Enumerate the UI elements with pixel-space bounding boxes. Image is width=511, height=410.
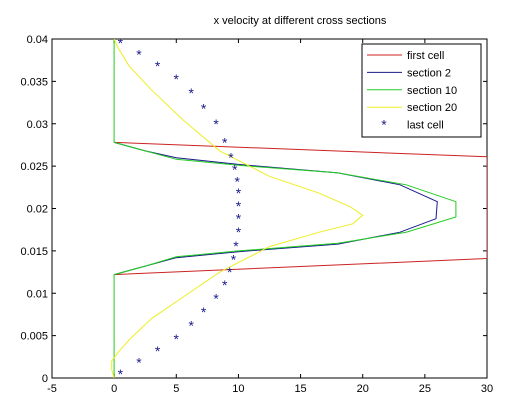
data-point: * — [136, 46, 142, 62]
y-tick-label: 0.01 — [27, 288, 48, 300]
legend-label: first cell — [407, 50, 444, 62]
legend-label: last cell — [407, 120, 444, 132]
x-tick-label: 0 — [111, 383, 117, 395]
y-tick-label: 0.005 — [20, 331, 48, 343]
data-point: * — [236, 224, 242, 240]
data-point: * — [188, 85, 194, 101]
data-point: * — [136, 355, 142, 371]
data-point: * — [174, 331, 180, 347]
data-point: * — [236, 185, 242, 201]
chart-title: x velocity at different cross sections — [214, 15, 387, 27]
x-tick-label: 5 — [173, 383, 179, 395]
x-tick-label: 10 — [232, 383, 244, 395]
data-point: * — [118, 366, 124, 382]
x-tick-label: 30 — [481, 383, 493, 395]
data-point: * — [201, 304, 207, 320]
series-line — [113, 141, 438, 276]
data-point: * — [234, 173, 240, 189]
data-point: * — [213, 116, 219, 132]
data-point: * — [188, 317, 194, 333]
data-point: * — [236, 211, 242, 227]
y-tick-label: 0.04 — [27, 34, 48, 46]
y-tick-label: 0.03 — [27, 119, 48, 131]
data-point: * — [222, 134, 228, 150]
legend-label: section 2 — [407, 67, 451, 79]
series-line — [113, 39, 457, 378]
plot-area: -5 0 5 10 15 20 25 3000.0050.010.0150.020.0250.… — [20, 34, 493, 395]
data-point: * — [213, 290, 219, 306]
series-group: ************************** — [111, 35, 487, 382]
x-tick-label: 25 — [419, 383, 431, 395]
series-line — [111, 39, 364, 378]
legend-marker: * — [381, 117, 387, 133]
data-point: * — [228, 150, 234, 166]
data-point: * — [201, 100, 207, 116]
data-point: * — [231, 251, 237, 267]
data-point: * — [155, 343, 161, 359]
data-point: * — [227, 264, 233, 280]
legend: first cell section 2 section 10 section 20 *… — [361, 43, 482, 138]
legend-label: section 10 — [407, 85, 457, 97]
data-point: * — [232, 162, 238, 178]
series-line — [114, 141, 487, 276]
data-point: * — [155, 58, 161, 74]
legend-label: section 20 — [407, 102, 457, 114]
x-tick-label: -5 — [47, 383, 57, 395]
y-tick-label: 0 — [42, 373, 48, 385]
y-tick-label: 0.02 — [27, 204, 48, 216]
data-point: * — [233, 238, 239, 254]
y-tick-label: 0.025 — [20, 161, 48, 173]
data-point: * — [118, 35, 124, 51]
y-tick-label: 0.015 — [20, 246, 48, 258]
data-point: * — [222, 277, 228, 293]
x-tick-label: 15 — [294, 383, 306, 395]
data-point: * — [174, 71, 180, 87]
y-tick-label: 0.035 — [20, 76, 48, 88]
legend-box — [361, 43, 482, 138]
data-point: * — [236, 198, 242, 214]
x-tick-label: 20 — [357, 383, 369, 395]
